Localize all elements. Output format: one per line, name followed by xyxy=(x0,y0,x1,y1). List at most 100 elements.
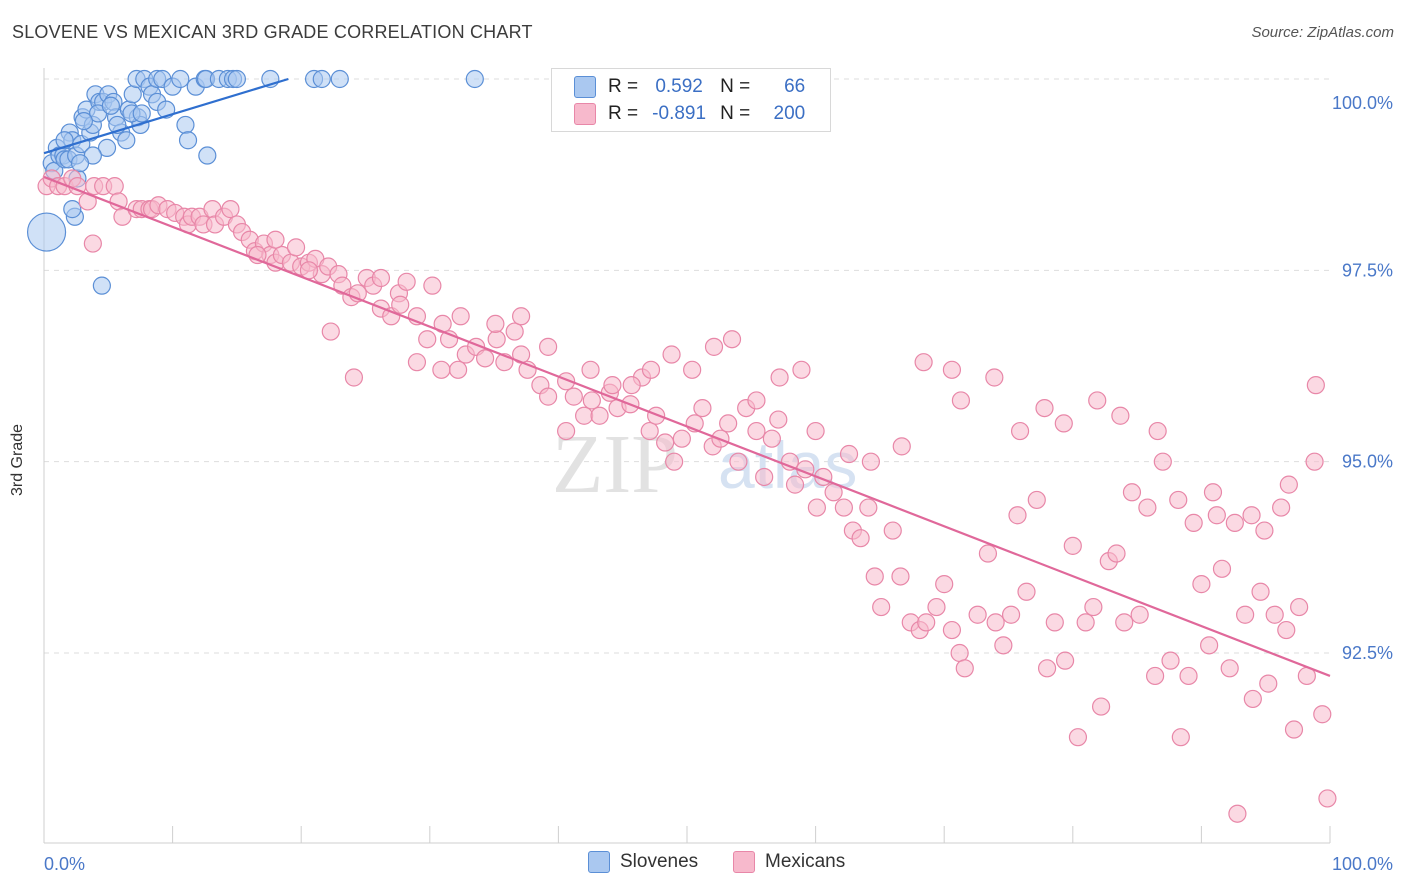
mexican-point xyxy=(557,421,576,441)
mexican-point xyxy=(1279,475,1298,494)
mexican-point xyxy=(1277,620,1296,640)
mexican-point xyxy=(1161,651,1180,670)
slovene-point xyxy=(55,131,74,150)
mexican-point xyxy=(603,376,622,395)
legend-row-mexicans: R = -0.891 N = 200 xyxy=(574,103,805,125)
legend-label-mexicans: Mexicans xyxy=(765,851,846,872)
mexican-point xyxy=(641,360,661,379)
mexican-point xyxy=(266,230,285,249)
mexican-point xyxy=(1091,697,1111,716)
slovene-point xyxy=(465,69,484,89)
mexicans-trend-line xyxy=(43,175,1331,677)
source-label: Source: ZipAtlas.com xyxy=(1251,24,1394,41)
mexican-point xyxy=(883,521,902,540)
mexican-point xyxy=(683,360,702,379)
mexican-point xyxy=(1169,490,1188,510)
mexican-point xyxy=(986,613,1005,632)
slovene-point xyxy=(312,69,331,89)
mexican-point xyxy=(391,295,410,314)
mexican-point xyxy=(1228,804,1247,823)
mexican-point xyxy=(747,391,766,410)
mexican-point xyxy=(892,437,911,456)
mexican-point xyxy=(105,177,124,196)
mexican-point xyxy=(1122,483,1142,502)
slovene-point xyxy=(101,96,120,115)
mexican-point xyxy=(423,276,442,295)
mexican-point xyxy=(1265,605,1284,624)
mexican-point xyxy=(539,337,558,356)
mexican-point xyxy=(371,268,391,288)
mexican-point xyxy=(1084,597,1103,617)
mexican-point xyxy=(1243,689,1262,709)
mexican-point xyxy=(1068,728,1088,747)
mexican-point xyxy=(951,391,971,410)
slovene-point xyxy=(176,115,195,135)
y-tick-label: 95.0% xyxy=(1342,452,1393,472)
mexican-point xyxy=(851,529,870,548)
series-legend: Slovenes Mexicans xyxy=(0,851,1406,879)
mexican-point xyxy=(1055,651,1075,670)
mexican-point xyxy=(1242,506,1261,525)
mexican-point xyxy=(968,605,987,624)
mexican-point xyxy=(1306,376,1325,395)
mexican-point xyxy=(1255,521,1274,540)
mexican-point xyxy=(1192,575,1211,594)
slovene-point xyxy=(97,138,117,157)
mexican-point xyxy=(487,330,506,349)
mexican-point xyxy=(722,330,742,349)
slovene-point xyxy=(26,212,67,252)
x-tick-label: 0.0% xyxy=(44,854,85,874)
mexican-point xyxy=(1045,613,1064,632)
mexican-point xyxy=(1225,513,1244,532)
mexican-point xyxy=(286,238,306,257)
mexican-point xyxy=(747,421,766,441)
mexican-point xyxy=(1111,406,1130,425)
mexican-point xyxy=(729,452,748,471)
legend-row-slovenes: R = 0.592 N = 66 xyxy=(574,76,805,98)
chart-title: SLOVENE VS MEXICAN 3RD GRADE CORRELATION… xyxy=(12,22,533,42)
mexican-point xyxy=(1037,659,1057,678)
slovene-point xyxy=(198,146,217,165)
mexican-point xyxy=(1318,789,1337,808)
mexican-point xyxy=(1054,414,1073,433)
mexican-point xyxy=(927,597,946,617)
mexican-point xyxy=(978,544,998,563)
slovene-point xyxy=(178,131,198,150)
slovene-point xyxy=(132,104,151,123)
mexican-point xyxy=(407,353,427,372)
mexican-point xyxy=(622,376,641,395)
mexican-point xyxy=(1259,674,1278,693)
mexican-point xyxy=(859,498,878,517)
mexican-point xyxy=(1212,559,1232,578)
slovene-point xyxy=(330,69,349,89)
legend-label-slovenes: Slovenes xyxy=(620,851,699,872)
mexican-point xyxy=(344,368,364,387)
mexican-point xyxy=(1001,605,1021,624)
mexican-point xyxy=(1008,506,1027,525)
mexican-point xyxy=(1063,536,1082,555)
mexican-point xyxy=(1251,582,1270,601)
y-tick-label: 100.0% xyxy=(1332,93,1393,113)
mexican-point xyxy=(839,444,859,464)
stats-legend: R = 0.592 N = 66 R = -0.891 N = 200 xyxy=(551,68,831,132)
legend-r-value: 0.592 xyxy=(655,76,703,97)
mexican-point xyxy=(861,452,880,471)
mexican-point xyxy=(672,429,691,448)
mexican-point xyxy=(475,349,495,368)
slovenes-swatch xyxy=(574,76,596,98)
mexican-point xyxy=(1184,513,1203,532)
mexican-point xyxy=(780,452,799,471)
slovene-point xyxy=(92,276,111,295)
mexican-point xyxy=(762,429,781,448)
mexican-point xyxy=(792,360,811,379)
mexican-point xyxy=(1284,720,1304,739)
mexican-point xyxy=(994,636,1013,655)
slovene-point xyxy=(63,200,82,219)
mexicans-legend-swatch xyxy=(733,851,755,873)
mexican-point xyxy=(1153,452,1172,471)
mexican-point xyxy=(451,307,470,326)
mexican-point xyxy=(1088,391,1107,410)
slovene-point xyxy=(227,69,246,89)
mexican-point xyxy=(1203,483,1223,502)
